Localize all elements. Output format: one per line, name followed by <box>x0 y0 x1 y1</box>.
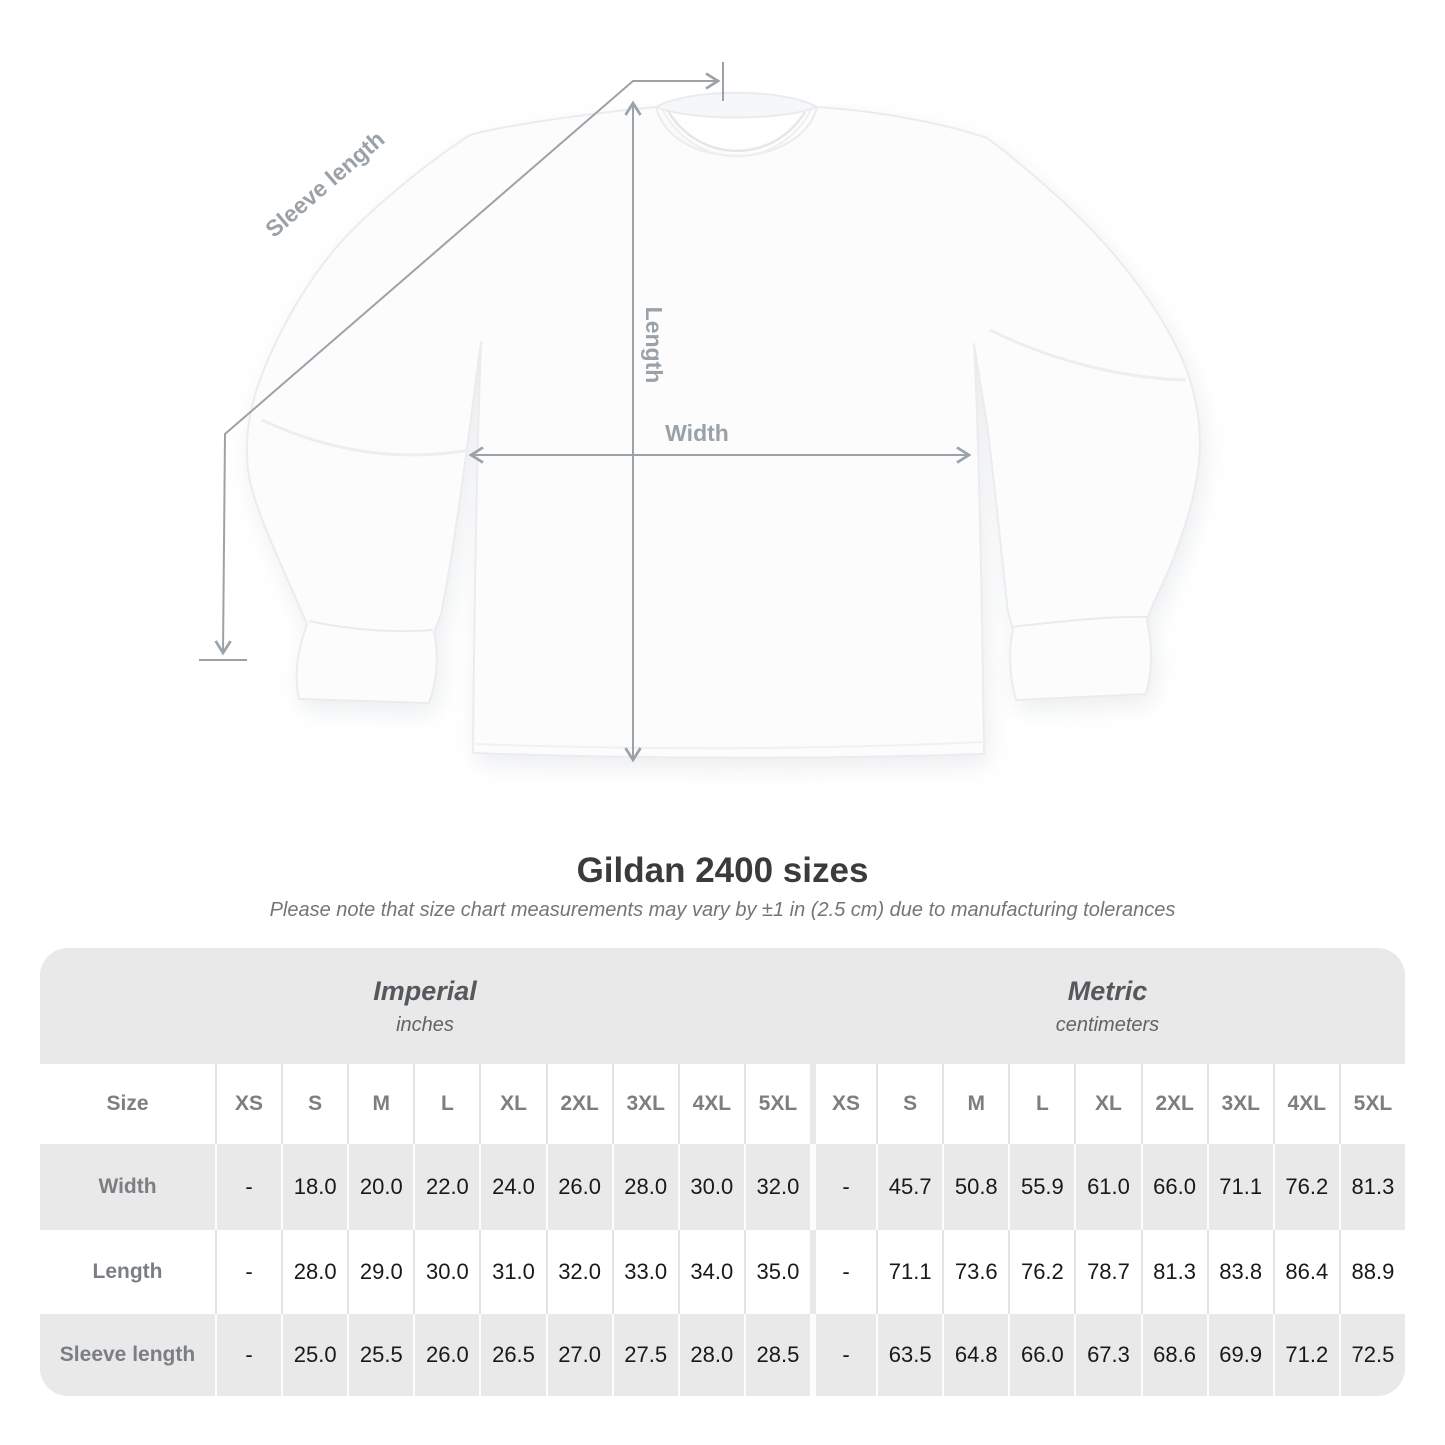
table-cell: 86.4 <box>1272 1230 1339 1314</box>
table-cell: 28.0 <box>281 1230 348 1314</box>
table-cell: 27.5 <box>611 1314 678 1396</box>
size-header-imperial-4xl: 4XL <box>677 1064 744 1144</box>
size-header-metric-s: S <box>876 1064 943 1144</box>
size-column-header: Size <box>40 1064 215 1144</box>
sleeve-length-arrow <box>199 62 724 661</box>
table-cell: 30.0 <box>677 1144 744 1230</box>
table-cell: 26.0 <box>545 1144 612 1230</box>
table-cell: 30.0 <box>413 1230 480 1314</box>
metric-group-header: Metric centimeters <box>809 948 1405 1064</box>
shirt-measurement-diagram: Sleeve length Length Width <box>199 62 1204 768</box>
size-header-metric-l: L <box>1008 1064 1075 1144</box>
metric-label: Metric <box>1067 975 1148 1006</box>
table-row-sleeve-length: Sleeve length - 25.0 25.5 26.0 26.5 27.0… <box>40 1314 1405 1396</box>
table-cell: 72.5 <box>1338 1314 1405 1396</box>
size-header-row: Size XS S M L XL 2XL 3XL 4XL 5XL XS S M … <box>40 1064 1405 1144</box>
size-header-metric-3xl: 3XL <box>1206 1064 1273 1144</box>
table-cell: - <box>215 1314 282 1396</box>
size-header-imperial-5xl: 5XL <box>743 1064 810 1144</box>
table-cell: 27.0 <box>545 1314 612 1396</box>
row-label-length: Length <box>40 1230 215 1314</box>
table-cell: 71.2 <box>1272 1314 1339 1396</box>
table-cell: 24.0 <box>479 1144 546 1230</box>
width-label: Width <box>665 420 729 446</box>
table-cell: 28.5 <box>743 1314 810 1396</box>
table-cell: 25.0 <box>281 1314 348 1396</box>
table-row-length: Length - 28.0 29.0 30.0 31.0 32.0 33.0 3… <box>40 1230 1405 1314</box>
table-cell: 66.0 <box>1008 1314 1075 1396</box>
collar <box>653 91 820 119</box>
imperial-label: Imperial <box>373 975 477 1006</box>
size-header-metric-2xl: 2XL <box>1140 1064 1207 1144</box>
length-label: Length <box>641 307 667 384</box>
table-cell: 66.0 <box>1140 1144 1207 1230</box>
table-cell: 33.0 <box>611 1230 678 1314</box>
table-cell: 22.0 <box>413 1144 480 1230</box>
table-cell: 76.2 <box>1272 1144 1339 1230</box>
page-title: Gildan 2400 sizes <box>576 851 869 890</box>
table-cell: - <box>215 1144 282 1230</box>
size-header-imperial-xs: XS <box>215 1064 282 1144</box>
size-header-imperial-3xl: 3XL <box>611 1064 678 1144</box>
size-table: Imperial inches Metric centimeters Size … <box>40 948 1405 1396</box>
size-header-imperial-m: M <box>347 1064 414 1144</box>
row-label-width: Width <box>40 1144 215 1230</box>
measurement-annotations <box>199 62 972 763</box>
metric-unit: centimeters <box>1055 1013 1160 1036</box>
table-cell: 34.0 <box>677 1230 744 1314</box>
table-cell: 32.0 <box>545 1230 612 1314</box>
unit-group-header-row: Imperial inches Metric centimeters <box>40 948 1405 1064</box>
row-label-sleeve-length: Sleeve length <box>40 1314 215 1396</box>
table-cell: 26.5 <box>479 1314 546 1396</box>
table-cell: 69.9 <box>1206 1314 1273 1396</box>
table-cell: 73.6 <box>942 1230 1009 1314</box>
table-cell: 68.6 <box>1140 1314 1207 1396</box>
table-cell: 25.5 <box>347 1314 414 1396</box>
table-cell: 45.7 <box>876 1144 943 1230</box>
table-cell: 64.8 <box>942 1314 1009 1396</box>
table-cell: 20.0 <box>347 1144 414 1230</box>
table-cell: 29.0 <box>347 1230 414 1314</box>
size-header-metric-m: M <box>942 1064 1009 1144</box>
table-cell: 71.1 <box>1206 1144 1273 1230</box>
size-header-metric-4xl: 4XL <box>1272 1064 1339 1144</box>
size-header-metric-xl: XL <box>1074 1064 1141 1144</box>
table-cell: 28.0 <box>677 1314 744 1396</box>
imperial-unit: inches <box>396 1013 454 1036</box>
table-cell: 88.9 <box>1338 1230 1405 1314</box>
table-cell: 50.8 <box>942 1144 1009 1230</box>
table-cell: 18.0 <box>281 1144 348 1230</box>
table-cell: 26.0 <box>413 1314 480 1396</box>
table-cell: 71.1 <box>876 1230 943 1314</box>
table-cell: - <box>809 1144 877 1230</box>
size-header-metric-5xl: 5XL <box>1338 1064 1405 1144</box>
table-cell: 28.0 <box>611 1144 678 1230</box>
table-cell: - <box>215 1230 282 1314</box>
table-cell: 61.0 <box>1074 1144 1141 1230</box>
table-cell: 78.7 <box>1074 1230 1141 1314</box>
imperial-group-header: Imperial inches <box>40 948 810 1064</box>
table-cell: 63.5 <box>876 1314 943 1396</box>
table-cell: 55.9 <box>1008 1144 1075 1230</box>
table-cell: 32.0 <box>743 1144 810 1230</box>
table-cell: 76.2 <box>1008 1230 1075 1314</box>
tolerance-note: Please note that size chart measurements… <box>269 899 1176 921</box>
table-row-width: Width - 18.0 20.0 22.0 24.0 26.0 28.0 30… <box>40 1144 1405 1230</box>
table-cell: 81.3 <box>1140 1230 1207 1314</box>
table-cell: 35.0 <box>743 1230 810 1314</box>
table-cell: 81.3 <box>1338 1144 1405 1230</box>
size-header-imperial-l: L <box>413 1064 480 1144</box>
table-cell: 83.8 <box>1206 1230 1273 1314</box>
table-cell: - <box>809 1314 877 1396</box>
size-header-imperial-2xl: 2XL <box>545 1064 612 1144</box>
size-header-metric-xs: XS <box>809 1064 877 1144</box>
table-cell: - <box>809 1230 877 1314</box>
size-header-imperial-xl: XL <box>479 1064 546 1144</box>
size-header-imperial-s: S <box>281 1064 348 1144</box>
table-cell: 31.0 <box>479 1230 546 1314</box>
table-cell: 67.3 <box>1074 1314 1141 1396</box>
